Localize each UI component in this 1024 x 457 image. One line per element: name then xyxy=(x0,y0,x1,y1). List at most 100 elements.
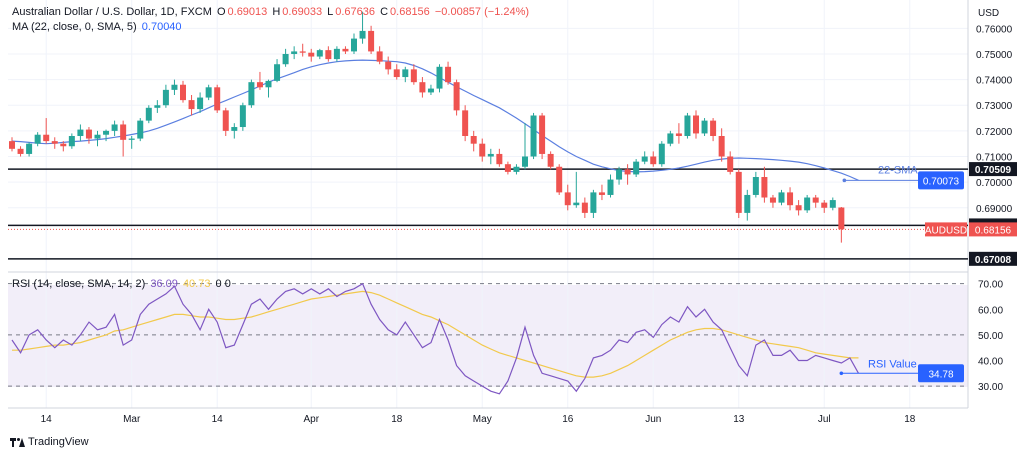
open-label: O xyxy=(216,6,226,18)
candle-body xyxy=(496,153,503,165)
candle-body xyxy=(393,69,400,78)
candle-body xyxy=(641,156,648,162)
candle-body xyxy=(60,143,67,147)
candle-body xyxy=(410,69,417,83)
ma-callout-label: 22-SMA xyxy=(878,164,918,176)
candle-body xyxy=(85,129,92,139)
time-tick-label: Mar xyxy=(123,414,141,425)
low-value: 0.67636 xyxy=(335,6,376,18)
ma-line xyxy=(11,59,859,181)
price-tick-label-partial: 0.69000 xyxy=(976,204,1013,215)
rsi-axis-ticks: 70.00 60.00 50.00 40.00 30.00 xyxy=(978,280,1003,393)
candle-body xyxy=(325,50,332,60)
rsi-levels xyxy=(8,283,968,387)
candle-body xyxy=(718,136,725,157)
candle-body xyxy=(274,64,281,81)
rsi-band xyxy=(8,285,968,387)
candle-body xyxy=(111,124,118,131)
candle-body xyxy=(667,133,674,144)
rsi-callout-dot xyxy=(839,371,844,376)
candle-body xyxy=(128,138,135,140)
candle-body xyxy=(368,30,375,52)
ma-callout-dot xyxy=(842,178,847,183)
candle-body xyxy=(633,161,640,175)
candle-body xyxy=(650,156,657,165)
open-value: 0.69013 xyxy=(227,6,268,18)
candle-body xyxy=(829,200,836,208)
candle-body xyxy=(385,61,392,70)
current-symbol-badge xyxy=(925,222,967,237)
candle-body xyxy=(43,134,50,142)
close-label: C xyxy=(380,6,389,18)
candle-body xyxy=(222,110,229,131)
candle-body xyxy=(376,51,383,62)
candle-body xyxy=(761,177,768,198)
candle-body xyxy=(299,51,306,53)
candle-body xyxy=(359,30,366,39)
candle-body xyxy=(590,192,597,213)
time-tick-label: 18 xyxy=(391,414,403,425)
candle-body xyxy=(51,141,58,144)
ma-value: 0.70040 xyxy=(141,21,182,33)
current-price-value: 0.68156 xyxy=(975,225,1012,236)
candle-body xyxy=(445,66,452,83)
low-label: L xyxy=(327,6,334,18)
candle-body xyxy=(616,169,623,180)
level-3-value: 0.67008 xyxy=(975,255,1012,266)
current-price-badge xyxy=(969,222,1017,237)
candle-body xyxy=(316,50,323,57)
candle-body xyxy=(291,51,298,54)
candle-body xyxy=(402,69,409,78)
candle-body xyxy=(94,134,101,139)
candle-body xyxy=(838,207,845,230)
tradingview-brand[interactable]: TradingView xyxy=(10,436,89,448)
candle-body xyxy=(769,197,776,203)
candle-body xyxy=(479,143,486,157)
candle-body xyxy=(231,127,238,131)
candle-body xyxy=(744,194,751,213)
candle-body xyxy=(795,205,802,211)
candle-body xyxy=(598,192,605,195)
candle-body xyxy=(701,120,708,134)
candle-body xyxy=(145,107,152,121)
candle-body xyxy=(607,179,614,195)
rsi-extra: 0 0 xyxy=(215,278,231,290)
candle-body xyxy=(197,97,204,110)
candle-body xyxy=(804,197,811,211)
price-tick-label: 0.70000 xyxy=(976,178,1013,189)
candle-body xyxy=(547,153,554,167)
price-tick-label: 0.75000 xyxy=(976,50,1013,61)
rsi-tick-label: 30.00 xyxy=(978,382,1003,393)
ma-label: MA (22, close, 0, SMA, 5) xyxy=(12,21,137,33)
candle-body xyxy=(351,38,357,52)
candle-body xyxy=(342,48,349,52)
candle-body xyxy=(103,130,110,135)
rsi-value: 36.09 xyxy=(150,278,178,290)
price-axis-ticks: 0.76000 0.75000 0.74000 0.73000 0.72000 0.710… xyxy=(976,24,1013,189)
rsi-legend: RSI (14, close, SMA, 14, 2) 36.09 40.73 … xyxy=(12,278,233,290)
candle-body xyxy=(522,156,528,167)
rsi-callout-value: 34.78 xyxy=(928,369,953,380)
price-tick-label: 0.76000 xyxy=(976,24,1013,35)
symbol-title: Australian Dollar / U.S. Dollar, 1D, FXC… xyxy=(12,6,212,18)
time-tick-label: 14 xyxy=(41,414,53,425)
current-symbol-label: AUDUSD xyxy=(925,225,967,236)
candle-body xyxy=(214,87,221,111)
candle-body xyxy=(821,202,828,208)
candle-body xyxy=(26,143,33,154)
candle-body xyxy=(556,166,563,193)
rsi-tick-label: 50.00 xyxy=(978,331,1003,342)
symbol-legend: Australian Dollar / U.S. Dollar, 1D, FXC… xyxy=(12,6,531,18)
candle-body xyxy=(180,84,186,101)
candle-body xyxy=(658,143,665,165)
level-1-value: 0.70509 xyxy=(975,165,1012,176)
candle-body xyxy=(693,115,699,134)
time-tick-label: Apr xyxy=(303,414,319,425)
candle-body xyxy=(453,82,460,111)
candle-body xyxy=(752,177,759,195)
candle-body xyxy=(205,87,212,98)
rsi-label: RSI (14, close, SMA, 14, 2) xyxy=(12,278,146,290)
ma-callout-badge xyxy=(918,171,964,190)
candle-body xyxy=(68,136,75,147)
